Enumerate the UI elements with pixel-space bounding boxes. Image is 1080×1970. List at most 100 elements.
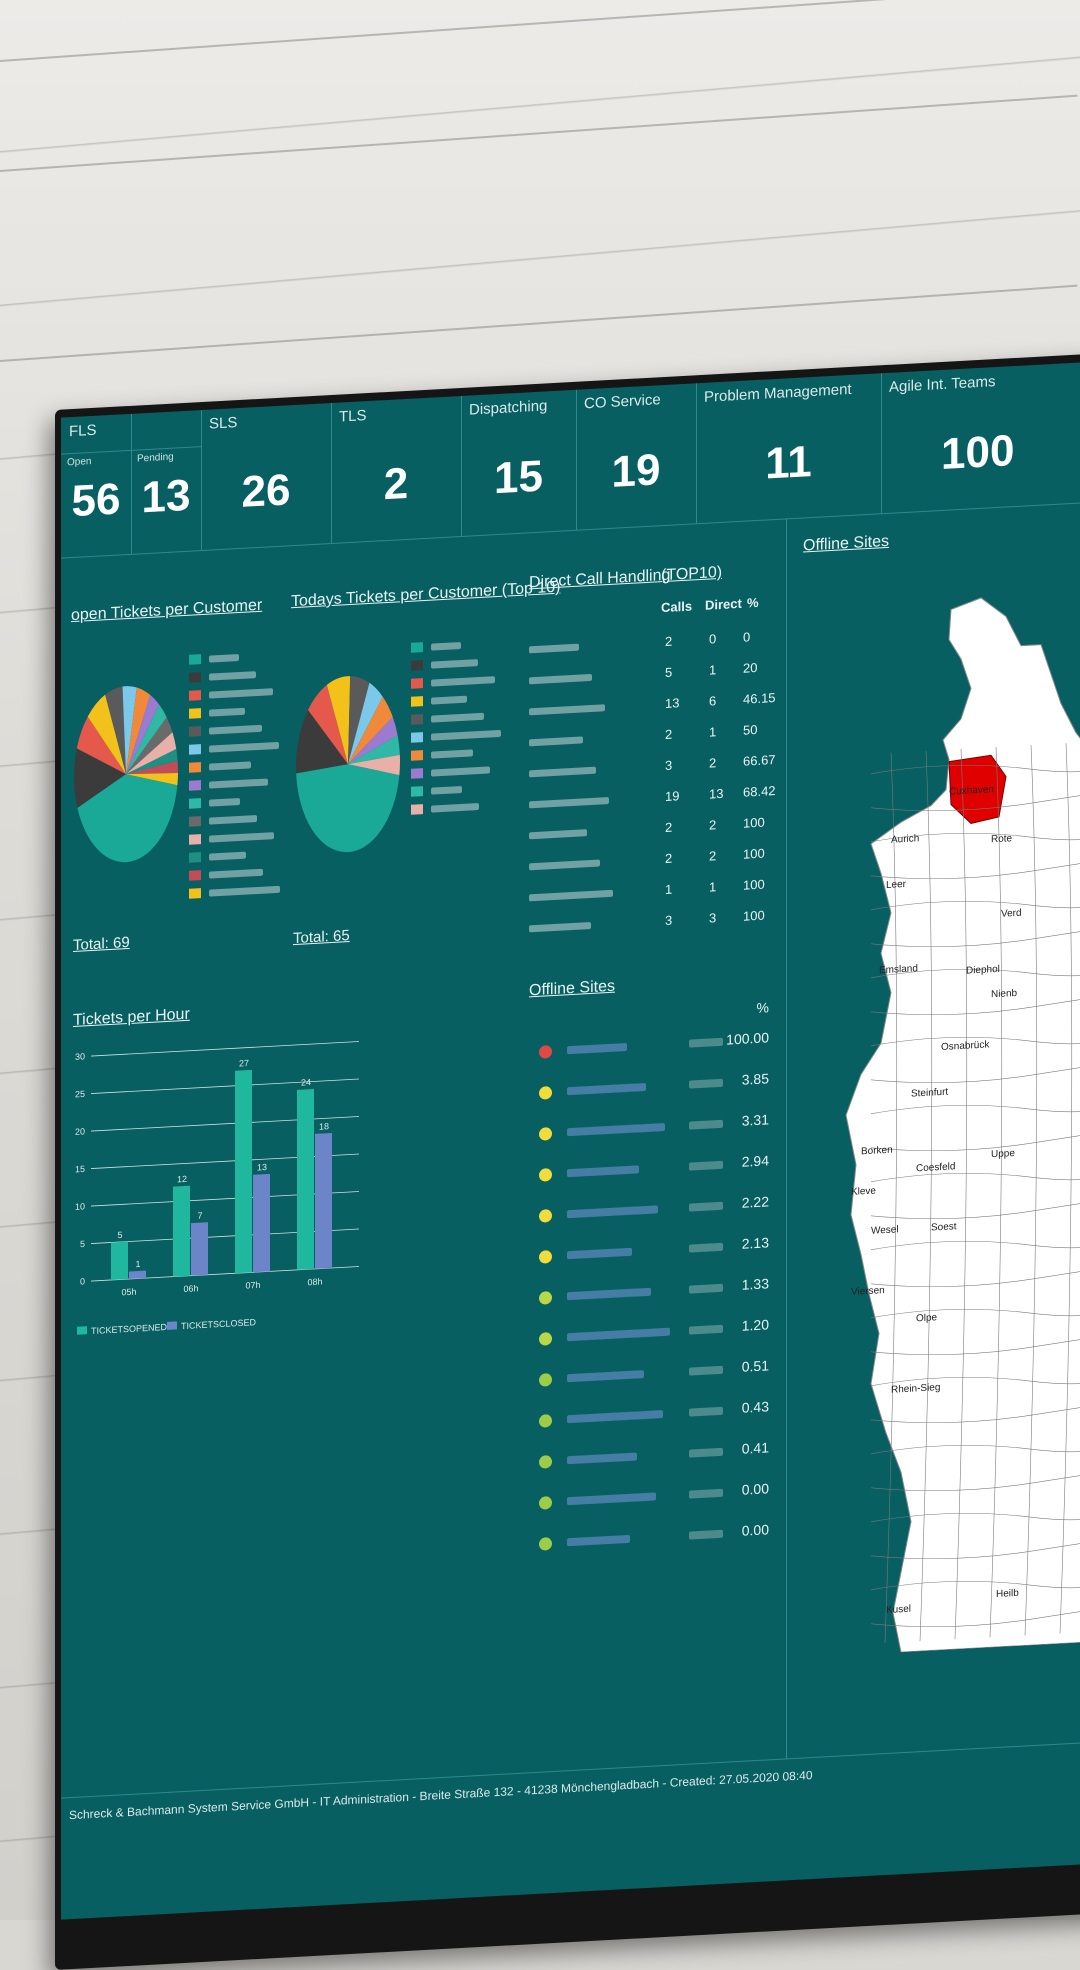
footer: Schreck & Bachmann System Service GmbH -… xyxy=(61,1740,1080,1859)
bar-ticketsclosed xyxy=(253,1173,270,1273)
map-district-label: Wesel xyxy=(871,1224,899,1236)
map-district-label: Emsland xyxy=(879,963,918,976)
map-district-label: Coesfeld xyxy=(916,1161,955,1174)
map-district-label: Rote xyxy=(991,833,1013,845)
map-district-label: Verd xyxy=(1001,908,1022,920)
direct-cell: 2 xyxy=(709,755,717,771)
status-dot-icon xyxy=(539,1209,552,1223)
offline-pct-cell: 0.41 xyxy=(741,1439,769,1457)
offline-pct-cell: 0.00 xyxy=(741,1480,769,1498)
legend-label-blurred xyxy=(431,748,473,759)
offline-pct-header: % xyxy=(756,999,769,1017)
germany-map[interactable]: Cuxhaven Aurich Leer Rote Verd Emsland Diephol… xyxy=(831,580,1080,1656)
legend-swatch xyxy=(189,852,201,863)
pct-cell: 46.15 xyxy=(743,689,776,707)
offline-sites-list: % 100.00 3.85 3.31 2.94 2.22 2.13 1.33 1.20 0.51… xyxy=(539,999,769,1574)
district-border xyxy=(870,1263,1080,1288)
site-name-blurred xyxy=(567,1492,656,1506)
status-dot-icon xyxy=(539,1496,552,1510)
bar-value-label: 18 xyxy=(319,1121,329,1132)
legend-label-blurred xyxy=(431,712,484,723)
district-border xyxy=(870,1161,1080,1183)
district-border xyxy=(870,1025,1080,1047)
pie-slice xyxy=(126,760,178,775)
kpi-label: Dispatching xyxy=(469,397,548,419)
site-name-blurred xyxy=(567,1082,646,1096)
direct-cell: 0 xyxy=(709,631,717,647)
pie-slice xyxy=(126,732,177,775)
pie-slice xyxy=(126,717,173,775)
district-border xyxy=(989,747,1003,1638)
site-name-blurred xyxy=(567,1287,651,1301)
pie-slice xyxy=(348,676,370,765)
calls-cell: 19 xyxy=(665,788,680,804)
kpi-label: FLS xyxy=(69,421,97,441)
bar-value-label: 7 xyxy=(197,1211,202,1221)
map-district-label: Kusel xyxy=(886,1604,911,1616)
pct-cell: 100 xyxy=(743,814,765,831)
legend-label-blurred xyxy=(209,885,280,897)
legend-label-blurred xyxy=(209,868,263,879)
bar-ticketsopened xyxy=(173,1185,190,1277)
kpi-value: 11 xyxy=(765,437,812,489)
kpi-sublabel: Pending xyxy=(137,451,174,465)
bar-value-label: 12 xyxy=(177,1174,187,1185)
district-border xyxy=(870,957,1080,979)
bar-ticketsopened xyxy=(235,1069,252,1274)
district-border xyxy=(870,889,1080,911)
legend-label-blurred xyxy=(431,785,462,795)
district-border xyxy=(870,855,1080,880)
map-district-label: Kleve xyxy=(851,1186,876,1198)
legend-swatch xyxy=(411,804,423,815)
tickets-per-hour-chart: 0 5 10 15 20 25 30 5 1 05h 12 7 06h 27 13 07h 24 18 08h TIC… xyxy=(75,1041,359,1336)
bar-value-label: 27 xyxy=(239,1058,249,1069)
direct-cell: 1 xyxy=(709,724,717,740)
open-tickets-pie xyxy=(74,686,178,863)
pct-cell: 68.42 xyxy=(743,782,776,800)
legend-label-blurred xyxy=(209,670,256,681)
site-code-blurred xyxy=(689,1119,723,1130)
district-border xyxy=(870,1365,1080,1387)
offline-pct-cell: 0.43 xyxy=(741,1398,769,1416)
district-border xyxy=(870,1467,1080,1492)
legend-swatch xyxy=(189,690,201,701)
site-name-blurred xyxy=(567,1165,639,1178)
site-code-blurred xyxy=(689,1529,723,1540)
site-code-blurred xyxy=(689,1037,723,1048)
legend-swatch xyxy=(189,834,201,845)
legend-label-blurred xyxy=(209,707,245,717)
status-dot-icon xyxy=(539,1250,552,1264)
todays-tickets-legend xyxy=(411,634,501,819)
pie-slice xyxy=(126,694,160,775)
legend-swatch xyxy=(189,744,201,755)
legend-label-blurred xyxy=(209,760,251,771)
direct-call-title: Direct Call Handling xyxy=(529,566,671,592)
todays-tickets-total: Total: 65 xyxy=(293,927,350,948)
district-border xyxy=(919,750,933,1642)
legend-label-blurred xyxy=(209,831,274,843)
direct-cell: 2 xyxy=(709,817,717,833)
legend-label-blurred xyxy=(209,687,273,699)
legend-label-blurred xyxy=(209,814,257,825)
customer-name-blurred xyxy=(529,829,587,840)
todays-tickets-pie xyxy=(296,676,400,853)
pct-cell: 66.67 xyxy=(743,751,776,769)
site-name-blurred xyxy=(567,1247,632,1260)
todays-tickets-title: Todays Tickets per Customer (Top 10) xyxy=(291,578,561,611)
y-tick-label: 0 xyxy=(80,1276,85,1286)
kpi-value: 2 xyxy=(383,458,409,510)
pct-cell: 100 xyxy=(743,876,765,893)
site-code-blurred xyxy=(689,1324,723,1335)
grid-line xyxy=(91,1078,359,1094)
map-district-label: Nienb xyxy=(991,988,1018,1000)
direct-cell: 3 xyxy=(709,910,717,926)
legend-label: TICKETSCLOSED xyxy=(181,1317,256,1331)
legend-swatch xyxy=(189,654,201,665)
district-border xyxy=(870,1569,1080,1591)
site-name-blurred xyxy=(567,1410,663,1424)
kpi-value: 19 xyxy=(611,445,661,497)
kpi-label: Problem Management xyxy=(704,380,852,406)
pct-cell: 100 xyxy=(743,907,765,924)
direct-cell: 1 xyxy=(709,662,717,678)
district-border xyxy=(870,1093,1080,1115)
